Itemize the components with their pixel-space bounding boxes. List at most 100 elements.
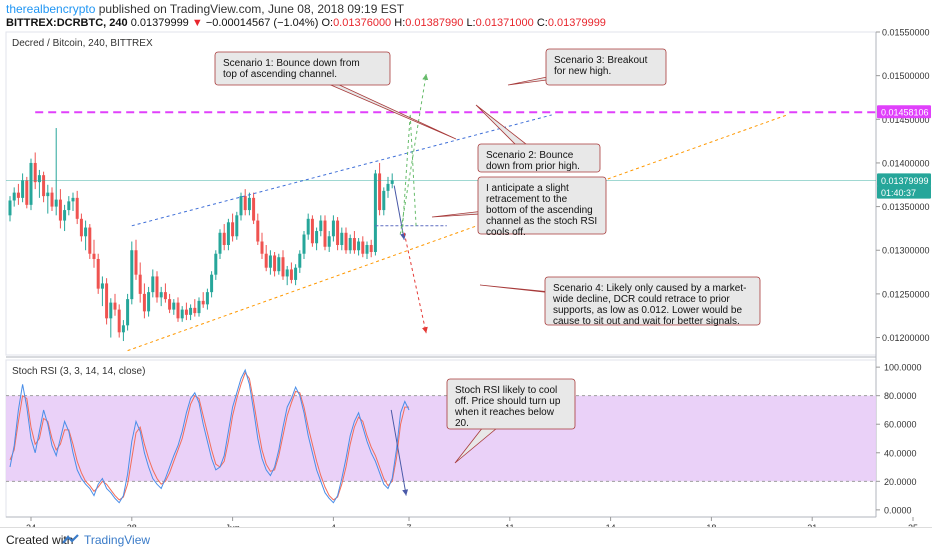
candle[interactable] xyxy=(33,152,37,190)
candle[interactable] xyxy=(134,239,138,280)
candle[interactable] xyxy=(344,227,348,254)
candle[interactable] xyxy=(121,320,125,342)
candle[interactable] xyxy=(159,286,163,307)
candle[interactable] xyxy=(210,271,214,298)
candle[interactable] xyxy=(378,162,382,216)
candle[interactable] xyxy=(373,169,377,256)
candle[interactable] xyxy=(323,215,327,251)
candle[interactable] xyxy=(180,306,184,322)
candle[interactable] xyxy=(264,245,268,272)
price-chart[interactable]: 0.01550000 0.01500000 0.01450000 0.01400000… xyxy=(0,27,932,527)
candle[interactable] xyxy=(21,173,25,203)
candle[interactable] xyxy=(88,224,92,259)
candle[interactable] xyxy=(113,293,117,316)
candle[interactable] xyxy=(218,229,222,259)
candle[interactable] xyxy=(168,293,172,314)
candle[interactable] xyxy=(235,211,239,240)
candle[interactable] xyxy=(289,262,293,284)
candle[interactable] xyxy=(8,196,12,222)
candle[interactable] xyxy=(63,204,67,232)
candle[interactable] xyxy=(142,283,146,319)
candle[interactable] xyxy=(29,158,33,211)
candle[interactable] xyxy=(302,231,306,259)
candle[interactable] xyxy=(365,241,369,259)
channel-top-line[interactable] xyxy=(131,114,552,227)
candle[interactable] xyxy=(67,196,71,216)
candle[interactable] xyxy=(214,250,218,280)
tradingview-brand[interactable]: TradingView xyxy=(84,533,151,547)
candle[interactable] xyxy=(260,232,264,259)
author-link[interactable]: therealbencrypto xyxy=(6,2,96,16)
candle[interactable] xyxy=(277,253,281,275)
candle[interactable] xyxy=(226,218,230,251)
candle[interactable] xyxy=(222,224,226,251)
candle[interactable] xyxy=(71,192,75,211)
candle[interactable] xyxy=(12,187,16,207)
callout-scenario4[interactable]: Scenario 4: Likely only caused by a mark… xyxy=(479,276,761,327)
candle[interactable] xyxy=(16,183,20,205)
candle[interactable] xyxy=(205,288,209,310)
candle[interactable] xyxy=(197,297,201,317)
candle[interactable] xyxy=(357,238,361,256)
candle[interactable] xyxy=(54,128,58,216)
candle[interactable] xyxy=(310,215,314,247)
candle[interactable] xyxy=(176,297,180,322)
candle[interactable] xyxy=(109,298,113,338)
candle[interactable] xyxy=(285,265,289,286)
candle[interactable] xyxy=(243,189,247,216)
candle[interactable] xyxy=(390,173,394,189)
candle[interactable] xyxy=(100,276,104,307)
candle[interactable] xyxy=(256,213,260,246)
candle[interactable] xyxy=(298,250,302,273)
candle[interactable] xyxy=(352,231,356,254)
candle[interactable] xyxy=(361,236,365,258)
candle[interactable] xyxy=(348,234,352,254)
candle[interactable] xyxy=(193,299,197,317)
candle[interactable] xyxy=(92,239,96,268)
candle[interactable] xyxy=(138,262,142,303)
candle[interactable] xyxy=(105,278,109,325)
candle[interactable] xyxy=(239,192,243,221)
candle[interactable] xyxy=(319,215,323,237)
candle[interactable] xyxy=(37,169,41,198)
candle[interactable] xyxy=(155,271,159,303)
candle[interactable] xyxy=(96,253,100,294)
candle[interactable] xyxy=(130,241,134,305)
candle[interactable] xyxy=(84,220,88,251)
candle[interactable] xyxy=(184,302,188,321)
candle[interactable] xyxy=(273,251,277,277)
channel-bottom-line[interactable] xyxy=(127,114,788,352)
candle[interactable] xyxy=(117,304,121,338)
candle[interactable] xyxy=(189,304,193,321)
candle[interactable] xyxy=(75,190,79,225)
candle[interactable] xyxy=(327,231,331,252)
candle[interactable] xyxy=(281,250,285,280)
candle[interactable] xyxy=(201,292,205,308)
candle[interactable] xyxy=(147,286,151,317)
candle[interactable] xyxy=(315,227,319,251)
candle[interactable] xyxy=(25,176,29,209)
candle[interactable] xyxy=(50,187,54,211)
candle[interactable] xyxy=(172,299,176,315)
candle[interactable] xyxy=(79,213,83,242)
candle[interactable] xyxy=(42,171,46,203)
candle[interactable] xyxy=(294,264,298,286)
candle[interactable] xyxy=(382,187,386,216)
candle[interactable] xyxy=(336,217,340,251)
candle[interactable] xyxy=(340,227,344,251)
candle[interactable] xyxy=(331,215,335,242)
candle[interactable] xyxy=(231,213,235,242)
candle[interactable] xyxy=(58,189,62,229)
candle[interactable] xyxy=(163,283,167,303)
candle[interactable] xyxy=(268,250,272,275)
candle[interactable] xyxy=(247,192,251,216)
candle[interactable] xyxy=(46,184,50,214)
candle[interactable] xyxy=(369,239,373,258)
candle[interactable] xyxy=(306,213,310,240)
candle[interactable] xyxy=(126,293,130,331)
